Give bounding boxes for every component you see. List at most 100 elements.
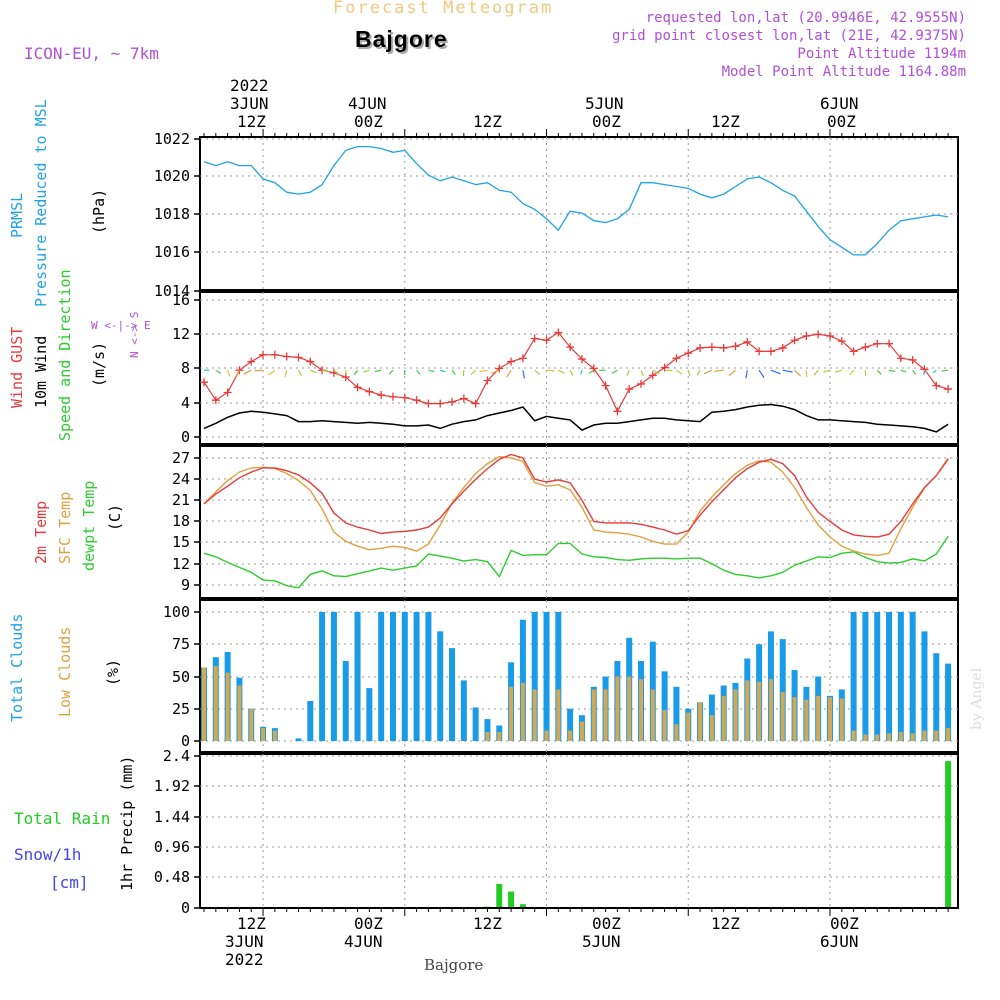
bottom-hour-label: 00Z [592,914,621,933]
total-clouds-bar [543,612,550,741]
bottom-day-label: 4JUN [344,932,383,951]
wind-direction-arrow [388,369,394,375]
low-clouds-bar [544,730,549,741]
low-clouds-bar [768,679,773,741]
low-clouds-bar [851,730,856,741]
low-clouds-bar [249,708,254,741]
wind-gust-marker [235,366,244,375]
wind-gust-marker [247,357,256,366]
bottom-hour-label: 00Z [830,914,859,933]
bottom-hour-label: 00Z [354,914,383,933]
low-clouds-bar [202,667,206,741]
y-tick-label: 1018 [154,205,190,223]
y-tick-label: 0 [181,899,190,917]
wind-gust-marker [944,385,953,394]
snow-label: Snow/1h [14,845,82,864]
wind-direction-arrow [322,369,330,372]
wind-direction-arrow [297,369,303,376]
top-hour-label: 00Z [592,112,621,131]
wind-direction-arrow [580,370,583,375]
wind-gust-marker [459,394,468,403]
wind-gust-marker [625,385,634,394]
footer-location: Bajgore [424,956,484,974]
total-clouds-bar [319,612,326,741]
low-clouds-bar [556,689,561,741]
low-clouds-bar [261,728,266,741]
total-clouds-bar [531,612,538,741]
wind-direction-arrow [758,369,765,379]
wind-gust-marker [577,355,586,364]
total-clouds-bar [519,619,526,741]
bottom-year-label: 2022 [225,950,264,969]
top-hour-label: 12Z [473,112,502,131]
panel-frame [199,445,959,599]
wind-direction-arrow [676,369,683,375]
wind-direction-arrow [888,369,896,373]
total-clouds-bar [945,663,952,741]
wind-direction-arrow [849,369,855,376]
panel-frame [199,753,959,909]
wind-direction-arrow [227,370,231,377]
wind-gust-marker [837,337,846,346]
total-clouds-bar [921,631,928,741]
low-clouds-bar [745,680,750,741]
wind-gust-marker [270,350,279,359]
total-clouds-bar [378,612,385,741]
wind-direction-arrow [745,370,748,379]
sfc-temp-line [203,455,949,557]
low-clouds-bar [532,689,537,741]
wind-direction-arrow [588,369,595,374]
wind-gust-marker [719,343,728,352]
total-clouds-bar [933,653,940,741]
wind-direction-arrow [834,369,842,373]
total-clouds-bar [567,708,574,741]
wind-gust-marker [554,328,563,337]
wind-direction-arrow [912,369,917,375]
y-tick-label: 75 [172,635,190,653]
low-clouds-bar [709,715,714,741]
wind-direction-arrow [546,369,555,372]
rain-bar [945,761,952,908]
wind-direction-arrow [696,369,701,376]
wind-gust-marker [542,336,551,345]
total-clouds-bar [354,612,361,741]
wind-gust-marker [731,342,740,351]
bottom-day-label: 5JUN [582,932,621,951]
top-year-label: 2022 [230,76,269,95]
y-tick-label: 21 [172,491,190,509]
top-day-label: 3JUN [230,94,269,113]
wind-direction-arrow [374,369,382,373]
total-clouds-bar [330,612,337,741]
snow-unit-label: [cm] [50,873,89,892]
low-clouds-bar [213,666,218,741]
bottom-hour-label: 12Z [711,914,740,933]
low-clouds-bar [757,681,762,741]
wind-gust-marker [282,352,291,361]
wind-direction-arrow [782,369,793,373]
total-clouds-bar [460,680,467,741]
low-clouds-bar [627,676,632,741]
wind-gust-marker [802,331,811,340]
low-clouds-bar [816,695,821,741]
wind-direction-arrow [268,369,276,376]
top-hour-label: 12Z [711,112,740,131]
wind-direction-arrow [941,369,949,372]
low-clouds-bar [485,731,490,741]
wind-direction-arrow [770,369,781,375]
wind-gust-marker [696,343,705,352]
wind-gust-marker [707,343,716,352]
total-clouds-bar [661,671,668,741]
wind-gust-marker [412,396,421,405]
wind-direction-arrow [611,369,618,374]
meteogram-title: Forecast Meteogram [333,0,554,18]
wind-gust-marker [566,343,575,352]
low-clouds-bar [650,689,655,741]
total-rain-label: Total Rain [14,809,111,828]
total-clouds-bar [449,648,456,741]
y-tick-label: 25 [172,700,190,718]
wind-direction-arrow [714,369,724,372]
y-tick-label: 12 [172,555,190,573]
low-clouds-bar [839,698,844,741]
low-clouds-bar [804,699,809,741]
wind-direction-arrow [284,370,288,377]
